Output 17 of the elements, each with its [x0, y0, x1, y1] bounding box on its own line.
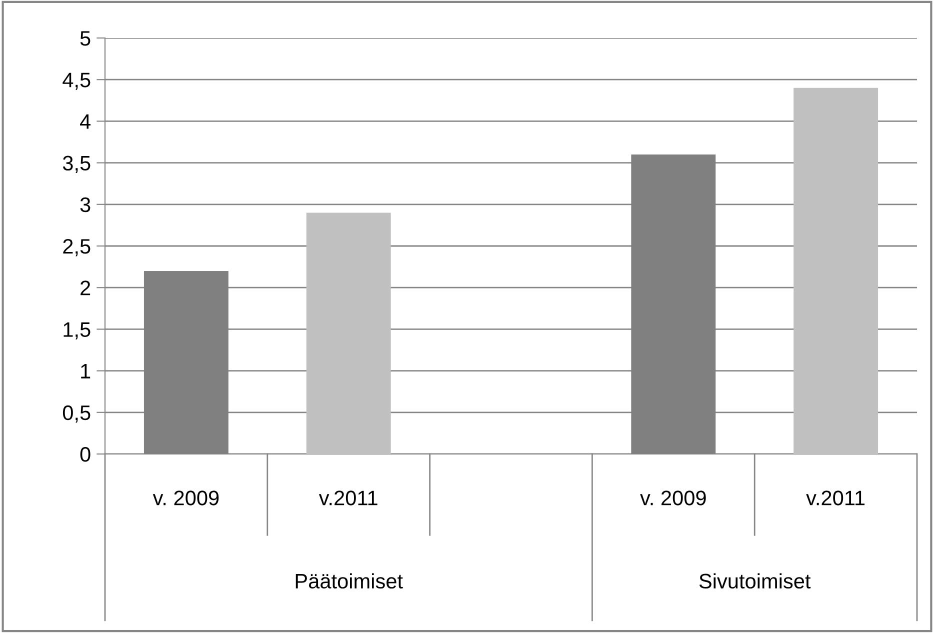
y-tick-label: 0,5 — [62, 405, 90, 423]
x-tick-label: v.2011 — [806, 490, 865, 506]
x-tick-label: v. 2009 — [152, 490, 219, 506]
x-tick-label: v. 2009 — [640, 490, 706, 506]
text: Sivutoimiset — [699, 573, 811, 589]
y-tick-label: 4,5 — [62, 72, 90, 90]
y-tick-label: 2 — [80, 280, 90, 296]
y-tick-label: 3 — [80, 197, 90, 212]
x-tick-label: v.2011 — [318, 490, 378, 506]
y-tick-label: 3,5 — [62, 156, 90, 174]
y-tick-label: 1 — [81, 364, 90, 378]
y-tick-label: 4 — [80, 114, 90, 129]
text: Päätoimiset — [296, 573, 403, 589]
y-tick-label: 1,5 — [64, 322, 90, 340]
y-tick-label: 2,5 — [63, 239, 90, 256]
y-tick-label: 5 — [80, 31, 90, 46]
y-tick-label: 0 — [80, 447, 90, 462]
